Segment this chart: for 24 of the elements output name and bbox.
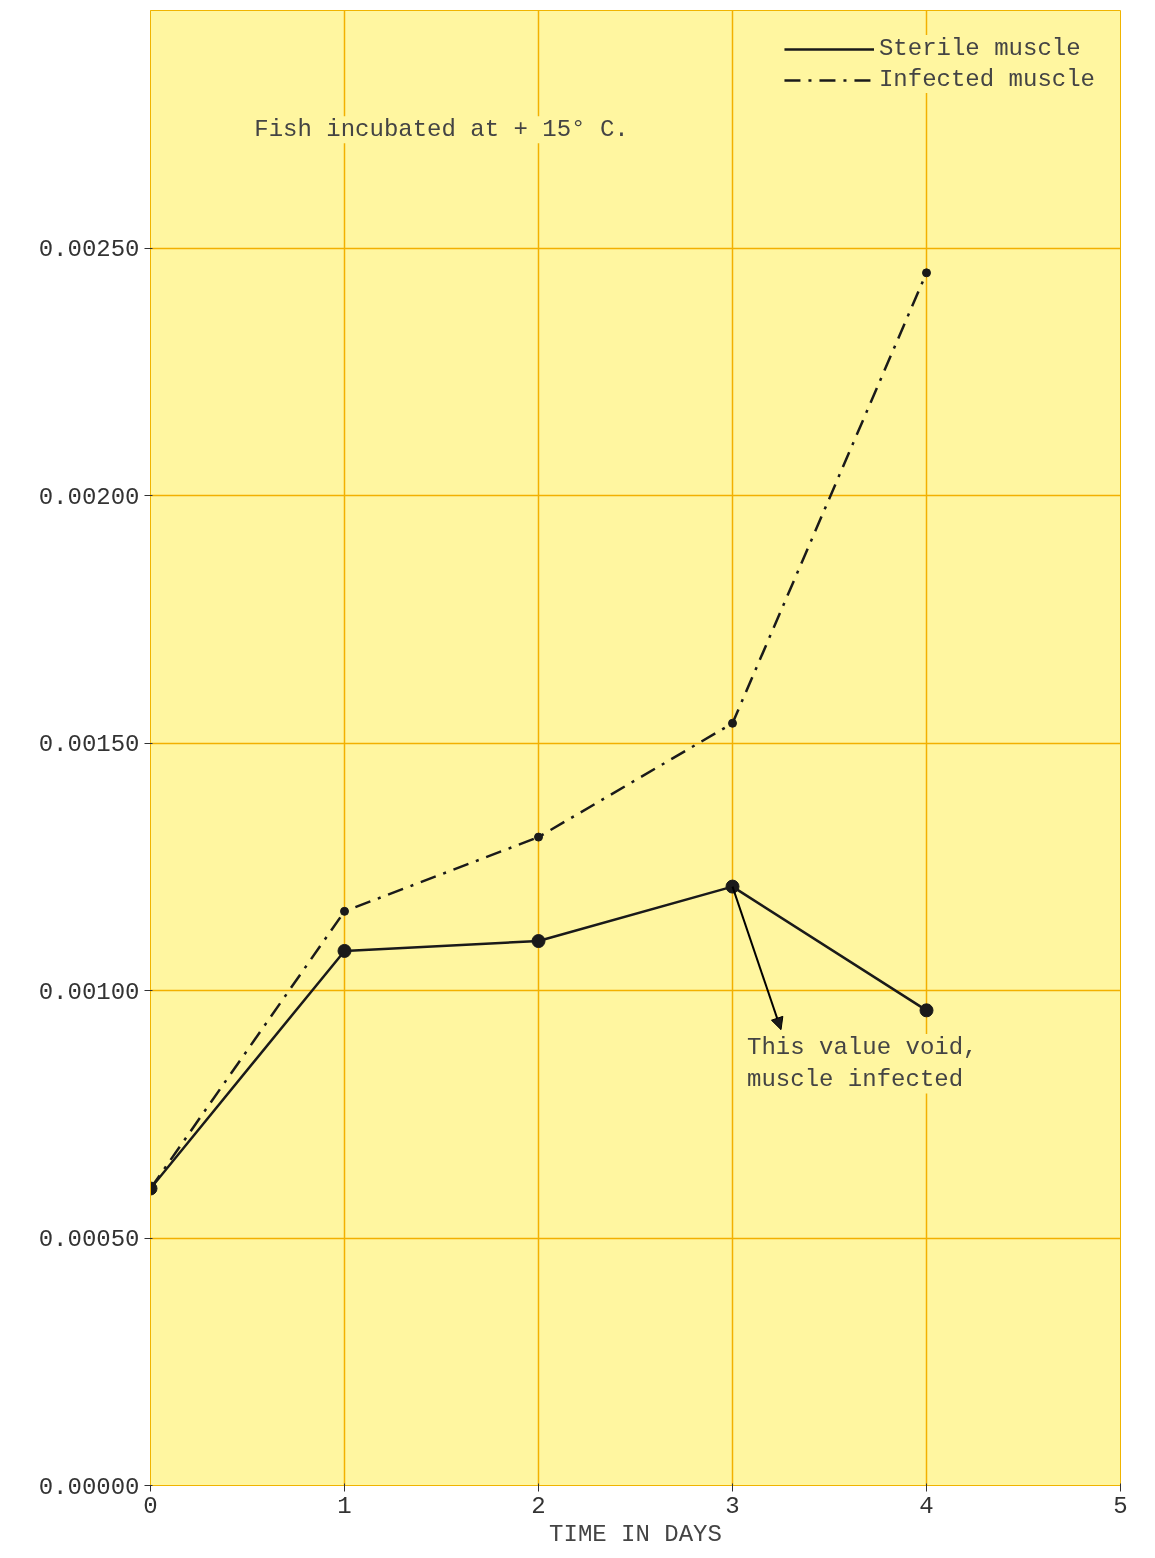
y-tick-label: 0.00050 [38,1226,140,1254]
point [922,268,931,278]
y-tick-label: 0.00250 [38,236,140,264]
annotation: Fish incubated at + 15° C. [254,116,629,144]
x-tick-label: 2 [531,1492,546,1520]
point [337,943,352,958]
y-tick-label: 0.00000 [38,1473,140,1501]
annotation: This value void, muscle infected [747,1034,978,1094]
x-tick-label: 1 [337,1492,352,1520]
y-tick-label: 0.00200 [38,483,140,511]
x-tick-label: 3 [725,1492,740,1520]
point [919,1003,934,1018]
point [534,832,543,842]
point [728,718,737,728]
x-tick-label: 0 [143,1492,158,1520]
x-tick-label: 5 [1113,1492,1128,1520]
y-tick-label: 0.00100 [38,978,140,1006]
x-axis-title: TIME IN DAYS [549,1520,722,1548]
point [531,934,546,949]
point [340,906,349,916]
y-tick-label: 0.00150 [38,731,140,759]
legend-label: Sterile muscle [878,35,1081,62]
legend-label: Infected muscle [878,66,1095,93]
x-tick-label: 4 [919,1492,934,1520]
